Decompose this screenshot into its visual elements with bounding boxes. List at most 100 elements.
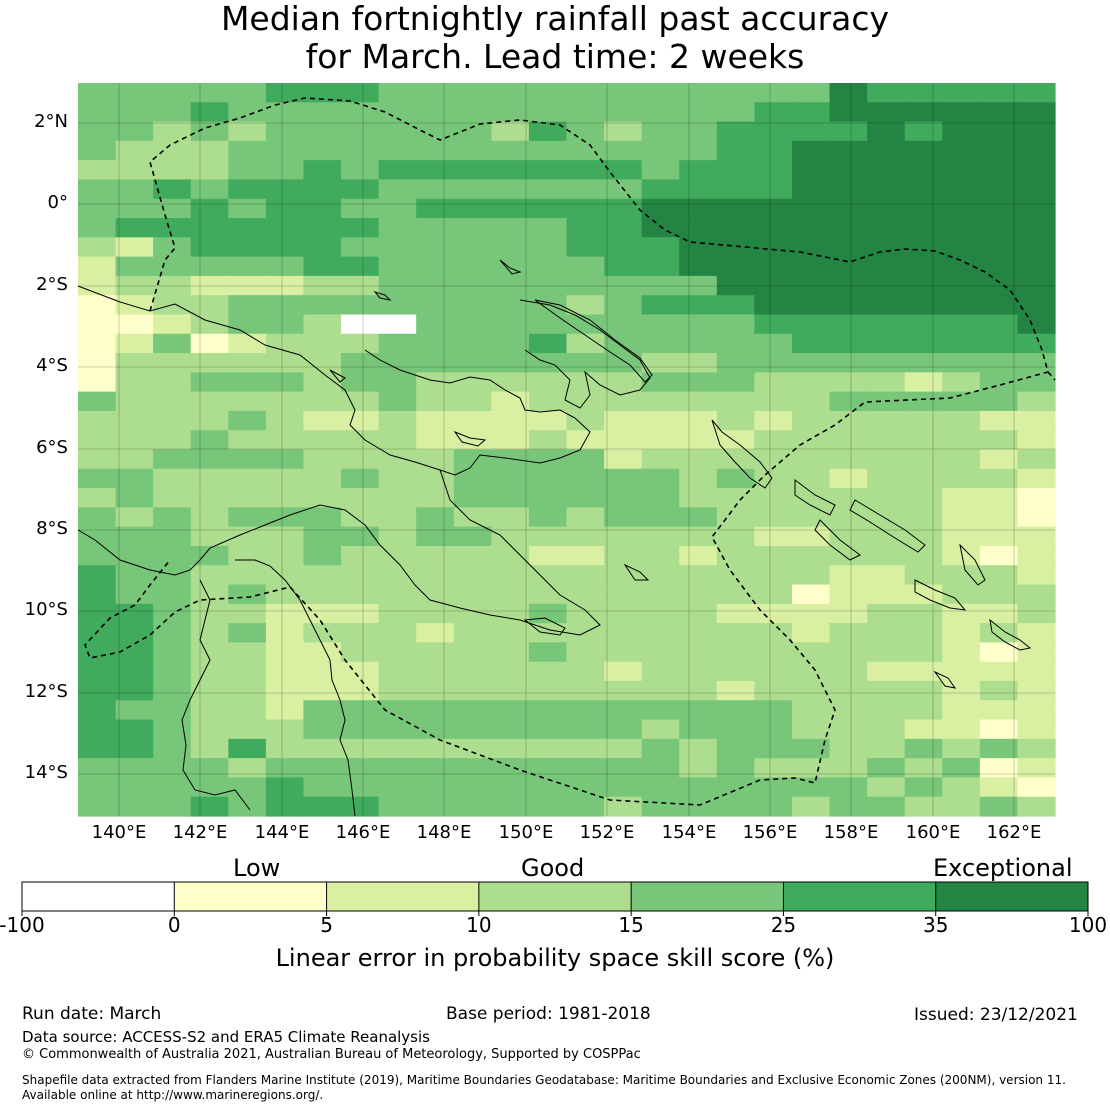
grid-cell (904, 738, 943, 759)
grid-cell (78, 488, 117, 508)
grid-cell (153, 680, 192, 701)
maritime-boundaries (84, 97, 1056, 806)
grid-cell (115, 545, 154, 566)
grid-cell (528, 758, 568, 779)
grid-cell (378, 333, 417, 354)
grid-cell (416, 603, 455, 624)
grid-cell (566, 121, 605, 142)
grid-cell (829, 391, 868, 412)
grid-cell (341, 179, 380, 200)
grid-cell (754, 565, 793, 586)
grid-cell (528, 391, 568, 412)
grid-cell (904, 198, 943, 219)
colorbar-segment (326, 882, 480, 911)
grid-cell (341, 237, 380, 258)
grid-cell (228, 623, 267, 643)
grid-cell (265, 526, 305, 547)
grid-cell (78, 140, 117, 161)
grid-cell (416, 642, 455, 663)
grid-cell (904, 295, 943, 316)
grid-cell (453, 642, 492, 663)
grid-cell (491, 410, 530, 431)
grid-cell (1017, 275, 1056, 296)
grid-cell (378, 372, 417, 393)
grid-cell (303, 584, 342, 605)
islands-coastline (329, 259, 650, 636)
grid-cell (979, 179, 1019, 200)
grid-cell (453, 410, 492, 431)
grid-cell (829, 680, 868, 701)
grid-cell (1017, 758, 1056, 779)
grid-cell (641, 295, 680, 316)
grid-cell (303, 526, 342, 547)
grid-cell (1017, 121, 1056, 142)
grid-cell (904, 584, 943, 605)
grid-cell (153, 430, 192, 451)
grid-cell (942, 83, 981, 103)
grid-cell (341, 661, 380, 682)
grid-cell (867, 353, 906, 373)
grid-cell (979, 198, 1019, 219)
grid-cell (679, 430, 718, 451)
grid-cell (265, 218, 305, 238)
grid-cell (716, 796, 755, 817)
grid-cell (566, 623, 605, 643)
grid-cell (716, 410, 755, 431)
grid-cell (528, 121, 568, 142)
grid-cell (491, 623, 530, 643)
grid-cell (867, 275, 906, 296)
grid-cell (265, 449, 305, 470)
grid-cell (341, 430, 380, 451)
grid-cell (867, 160, 906, 181)
grid-cell (228, 83, 267, 103)
grid-cell (416, 507, 455, 528)
grid-cell (566, 256, 605, 277)
grid-cell (341, 796, 380, 817)
grid-cell (190, 738, 229, 759)
grid-cell (491, 353, 530, 373)
grid-cell (190, 680, 229, 701)
grid-cell (716, 391, 755, 412)
grid-cell (791, 256, 831, 277)
grid-cell (153, 719, 192, 740)
grid-cell (679, 372, 718, 393)
grid-cell (528, 719, 568, 740)
grid-cell (303, 102, 342, 123)
lon-tick-label: 144°E (254, 822, 310, 843)
grid-cell (904, 468, 943, 489)
grid-cell (604, 526, 643, 547)
grid-cell (641, 160, 680, 181)
grid-cell (754, 680, 793, 701)
grid-cell (115, 603, 154, 624)
lat-tick-label: 10°S (24, 599, 68, 620)
grid-cell (153, 140, 192, 161)
grid-cell (867, 738, 906, 759)
grid-cell (904, 353, 943, 373)
grid-cell (78, 507, 117, 528)
grid-cell (754, 468, 793, 489)
grid-cell (641, 256, 680, 277)
grid-cell (867, 507, 906, 528)
grid-cell (867, 545, 906, 566)
grid-cell (416, 275, 455, 296)
grid-cell (867, 372, 906, 393)
grid-cell (228, 353, 267, 373)
grid-cell (303, 198, 342, 219)
grid-cell (566, 758, 605, 779)
grid-cell (378, 160, 417, 181)
data-source: Data source: ACCESS-S2 and ERA5 Climate … (22, 1028, 430, 1046)
grid-cell (904, 526, 943, 547)
grid-cell (341, 275, 380, 296)
grid-cell (904, 488, 943, 508)
grid-cell (679, 545, 718, 566)
grid-cell (942, 449, 981, 470)
grid-cell (604, 410, 643, 431)
grid-cell (228, 507, 267, 528)
solomon-islands-coastline (794, 479, 986, 611)
grid-cell (115, 218, 154, 238)
grid-cell (491, 468, 530, 489)
grid-cell (979, 83, 1019, 103)
grid-cell (754, 545, 793, 566)
grid-cell (604, 642, 643, 663)
grid-cell (153, 391, 192, 412)
